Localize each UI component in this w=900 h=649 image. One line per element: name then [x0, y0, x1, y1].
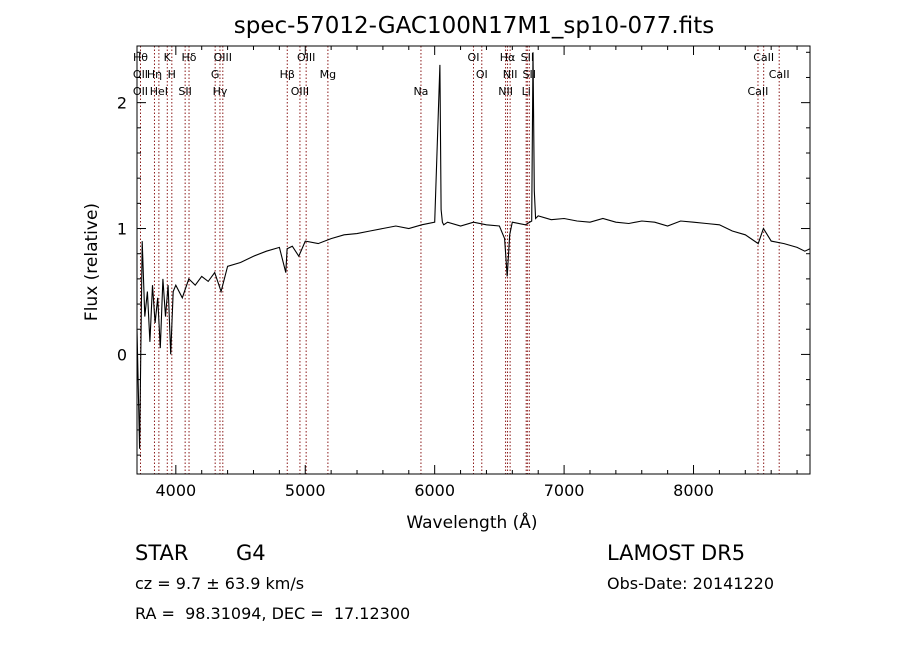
- spectral-line-markers: [139, 46, 780, 474]
- line-label: SII: [178, 85, 191, 98]
- line-label: OI: [468, 51, 480, 64]
- x-tick-label: 5000: [285, 481, 326, 500]
- line-label: Hθ: [133, 51, 148, 64]
- line-label: K: [164, 51, 172, 64]
- object-class: STAR: [135, 541, 189, 565]
- spectral-line-labels: HθOIIOIIHηHeIKHSIIHδGHγOIIIHβOIIIOIIIMgN…: [133, 51, 790, 98]
- x-tick-label: 7000: [544, 481, 585, 500]
- coordinates-readout: RA = 98.31094, DEC = 17.12300: [135, 604, 411, 623]
- redshift-readout: cz = 9.7 ± 63.9 km/s: [135, 574, 305, 593]
- line-label: Li: [522, 85, 531, 98]
- line-label: SII: [523, 68, 536, 81]
- line-label: NII: [503, 68, 518, 81]
- axis-ticks: 4000 5000 6000 7000 8000 0 1 2: [117, 46, 810, 500]
- line-label: Hα: [500, 51, 516, 64]
- y-tick-label: 1: [117, 220, 127, 239]
- y-tick-label: 2: [117, 94, 127, 113]
- line-label: OII: [133, 85, 148, 98]
- survey-label: LAMOST DR5: [607, 541, 746, 565]
- line-label: H: [168, 68, 176, 81]
- obs-date: Obs-Date: 20141220: [607, 574, 775, 593]
- line-label: G: [211, 68, 220, 81]
- line-label: Na: [413, 85, 428, 98]
- spectrum-line: [136, 52, 811, 449]
- line-label: CaII: [769, 68, 790, 81]
- x-tick-label: 8000: [673, 481, 714, 500]
- y-axis-label: Flux (relative): [82, 203, 102, 321]
- line-label: Hγ: [213, 85, 228, 98]
- line-label: SII: [521, 51, 534, 64]
- y-tick-label: 0: [117, 345, 127, 364]
- line-label: NII: [498, 85, 513, 98]
- line-label: OIII: [214, 51, 232, 64]
- line-label: OI: [476, 68, 488, 81]
- line-label: Hδ: [182, 51, 197, 64]
- plot-frame: [136, 45, 811, 475]
- line-label: Hη: [147, 68, 162, 81]
- line-label: Hβ: [280, 68, 295, 81]
- object-subclass: G4: [236, 541, 266, 565]
- x-tick-label: 4000: [155, 481, 196, 500]
- x-tick-label: 6000: [414, 481, 455, 500]
- line-label: OIII: [291, 85, 309, 98]
- chart-title: spec-57012-GAC100N17M1_sp10-077.fits: [234, 13, 714, 39]
- line-label: OII: [133, 68, 148, 81]
- line-label: CaII: [748, 85, 769, 98]
- x-axis-label: Wavelength (Å): [406, 511, 537, 533]
- line-label: OIII: [297, 51, 315, 64]
- line-label: Mg: [320, 68, 336, 81]
- line-label: CaII: [753, 51, 774, 64]
- line-label: HeI: [150, 85, 168, 98]
